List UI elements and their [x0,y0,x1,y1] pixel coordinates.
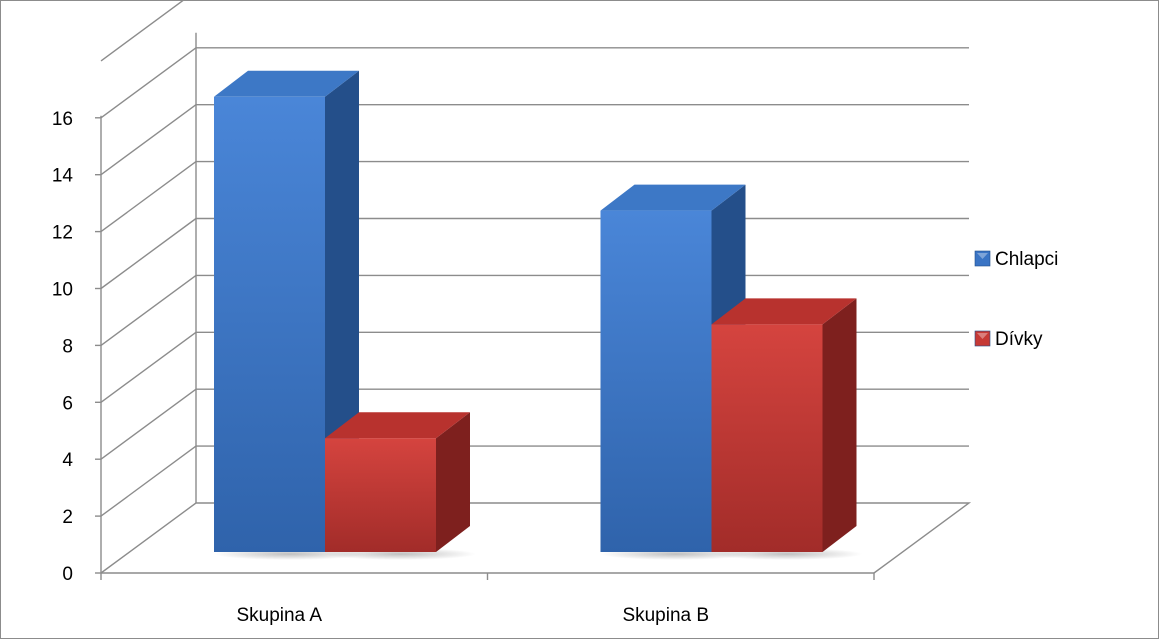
bars [214,70,863,560]
legend-item: Chlapci [974,249,1058,270]
bar-top [711,298,857,325]
y-tick-label: 6 [62,393,73,414]
bar-0-0 [214,70,365,560]
bar-1-1 [711,298,863,560]
axes [95,115,875,580]
legend-swatch [974,330,991,347]
gridline-side [100,388,197,460]
bar-front [600,210,712,552]
y-tick-label: 8 [62,336,73,357]
gridline-side [100,161,197,233]
y-tick-label: 16 [52,109,73,130]
gridline-side [100,331,197,403]
y-tick-label: 4 [62,450,73,471]
bar-front [214,96,325,553]
gridline-side [100,104,197,176]
legend-label: Dívky [995,329,1043,350]
gridline-side [100,47,197,119]
x-category-labels: Skupina A Skupina B [236,605,709,626]
y-tick-label: 12 [52,223,73,244]
floor-outline [100,502,972,574]
y-tick-label: 2 [62,507,73,528]
bar-top [325,412,470,439]
x-category-label: Skupina A [236,605,322,626]
legend-swatch-highlight [977,253,988,259]
gridline-side [100,274,197,346]
legend-swatch-highlight [977,333,988,339]
bar-side [436,412,470,552]
y-tick-label: 14 [52,166,74,187]
gridline-side [100,217,197,290]
chart-walls [100,32,972,574]
bar-front [711,324,823,552]
bar-front [325,438,436,552]
gridline-side [100,445,197,517]
bar-top [600,184,746,211]
legend-label: Chlapci [995,249,1058,270]
bar-0-1 [325,412,476,560]
x-category-label: Skupina B [622,605,709,626]
y-tick-label: 0 [62,564,73,585]
legend: Chlapci Dívky [974,249,1058,350]
bar-top [214,70,359,97]
y-tick-label: 10 [52,280,73,301]
bar-side [822,298,857,552]
legend-item: Dívky [974,329,1043,350]
gridline-side [100,1,184,62]
legend-swatch [974,250,991,267]
y-tick-labels: 0 2 4 6 8 10 12 14 16 [52,109,74,585]
